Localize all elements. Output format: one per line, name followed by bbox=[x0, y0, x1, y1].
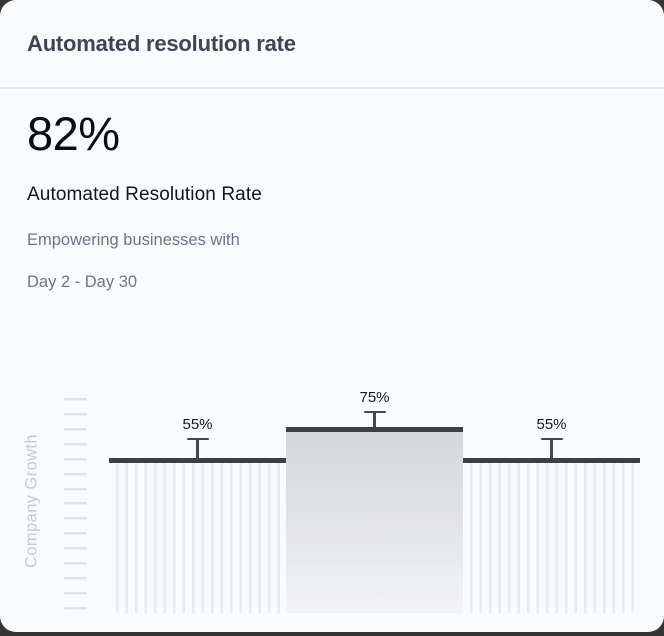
company-growth-chart: Company Growth 55% 75% 55% bbox=[0, 389, 664, 613]
tick-mark bbox=[64, 517, 87, 520]
bars-area: 55% 75% 55% bbox=[109, 389, 640, 613]
tick-mark bbox=[64, 487, 87, 490]
tick-mark bbox=[64, 442, 87, 445]
stat-date-range: Day 2 - Day 30 bbox=[27, 273, 138, 291]
bar-group-1: 55% bbox=[109, 389, 286, 613]
bar-2 bbox=[286, 426, 463, 613]
bar-1-value-label: 55% bbox=[182, 415, 213, 433]
bar-3 bbox=[463, 458, 640, 613]
tick-mark bbox=[64, 427, 87, 430]
card-body: 82% Automated Resolution Rate Empowering… bbox=[0, 89, 664, 632]
tick-mark bbox=[64, 577, 87, 580]
bar-3-error-stem bbox=[550, 440, 553, 458]
card-title: Automated resolution rate bbox=[27, 30, 296, 56]
bar-1-error-cap bbox=[186, 437, 209, 440]
tick-mark bbox=[64, 591, 87, 594]
tick-mark bbox=[64, 398, 87, 400]
bar-2-error-stem bbox=[373, 412, 376, 427]
tick-mark bbox=[64, 562, 87, 565]
bar-2-error-cap bbox=[363, 411, 386, 413]
tick-mark bbox=[64, 532, 87, 535]
bar-3-error-cap bbox=[540, 437, 563, 440]
y-axis-label-wrap: Company Growth bbox=[23, 434, 42, 568]
page-background-strip bbox=[0, 632, 664, 636]
bar-1-error-stem bbox=[196, 440, 199, 458]
y-axis-ticks bbox=[64, 398, 88, 609]
bar-group-3: 55% bbox=[463, 389, 640, 613]
card-header: Automated resolution rate bbox=[0, 0, 664, 89]
stat-value: 82% bbox=[27, 107, 120, 160]
stat-description: Empowering businesses with bbox=[27, 231, 240, 249]
tick-mark bbox=[64, 472, 87, 475]
bar-1 bbox=[109, 458, 286, 613]
tick-mark bbox=[64, 502, 87, 505]
tick-mark bbox=[64, 457, 87, 460]
bar-3-value-label: 55% bbox=[536, 415, 567, 433]
y-axis: Company Growth bbox=[0, 389, 64, 613]
tick-mark bbox=[64, 606, 87, 609]
tick-mark bbox=[64, 547, 87, 550]
y-axis-label: Company Growth bbox=[22, 434, 41, 568]
bar-2-value-label: 75% bbox=[359, 389, 390, 407]
tick-mark bbox=[64, 412, 87, 415]
bar-group-2: 75% bbox=[286, 389, 463, 613]
stat-label: Automated Resolution Rate bbox=[27, 184, 262, 205]
